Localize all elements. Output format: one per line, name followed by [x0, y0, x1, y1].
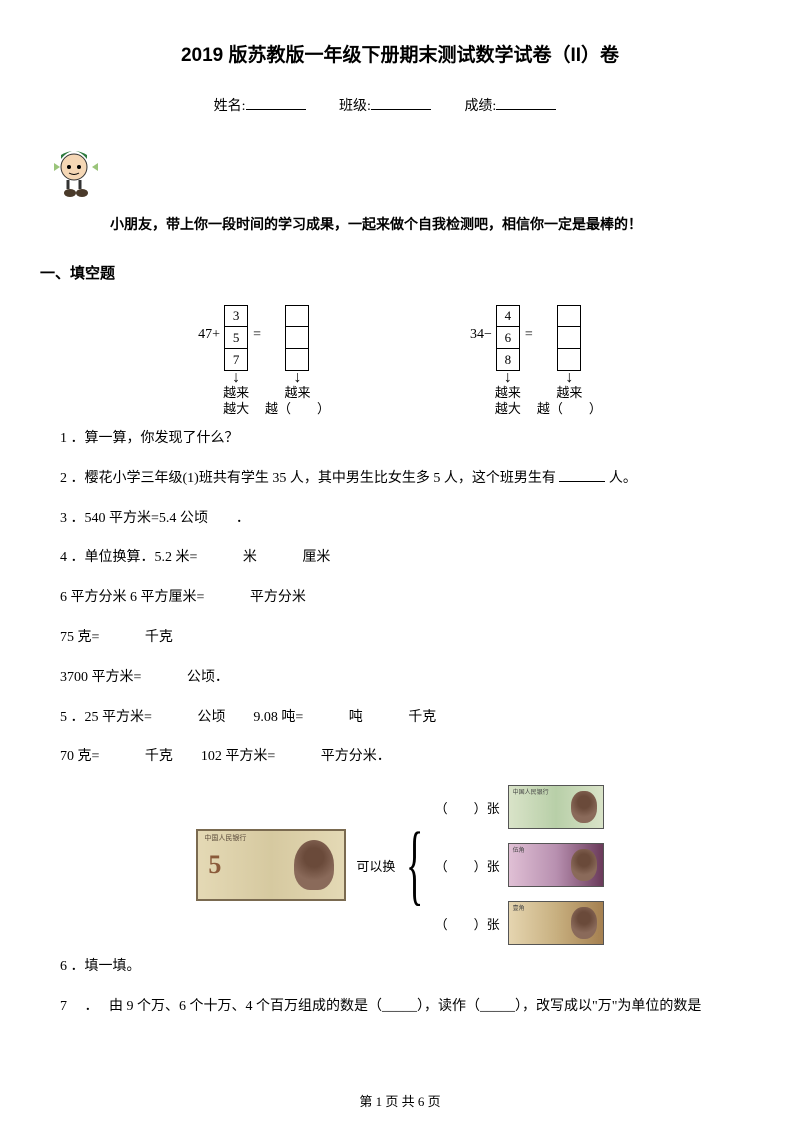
question-4a: 4 ．单位换算．5.2 米= 米 厘米: [60, 546, 740, 570]
note-row: （ ）张 伍角: [435, 843, 604, 887]
portrait-icon: [571, 907, 597, 939]
money-exchange-diagram: 中国人民银行 5 可以换 { （ ）张 中国人民银行 （ ）张 伍角 （ ）张 …: [60, 785, 740, 945]
calc-cell: 3: [224, 305, 248, 327]
col-label: 越来越大: [223, 385, 249, 417]
question-5b: 70 克= 千克 102 平方米= 平方分米．: [60, 745, 740, 769]
class-label: 班级:: [339, 99, 371, 114]
name-blank[interactable]: [246, 109, 306, 110]
score-label: 成绩:: [464, 99, 496, 114]
portrait-icon: [571, 849, 597, 881]
banknote-5yuan: 中国人民银行 5: [196, 829, 346, 901]
calc-cell: 8: [496, 349, 520, 371]
section-1-title: 一、填空题: [40, 262, 740, 283]
page-footer: 第 1 页 共 6 页: [0, 1091, 800, 1110]
instruction-text: 小朋友，带上你一段时间的学习成果，一起来做个自我检测吧，相信你一定是最棒的！: [60, 214, 740, 234]
fill-blank[interactable]: [559, 468, 605, 482]
small-notes-list: （ ）张 中国人民银行 （ ）张 伍角 （ ）张 壹角: [435, 785, 604, 945]
banknote-1jiao: 壹角: [508, 901, 604, 945]
question-4c: 75 克= 千克: [60, 626, 740, 650]
equals-sign: =: [253, 327, 261, 343]
banknote-2yuan: 中国人民银行: [508, 785, 604, 829]
note-row: （ ）张 壹角: [435, 901, 604, 945]
calc-cell: 4: [496, 305, 520, 327]
portrait-icon: [571, 791, 597, 823]
question-6: 6 ．填一填。: [60, 955, 740, 979]
banknote-text: 中国人民银行: [204, 833, 246, 843]
equals-sign: =: [525, 327, 533, 343]
col-label: 越来越（ ）: [537, 385, 602, 417]
arrow-down-icon: ↓: [232, 373, 240, 383]
name-label: 姓名:: [214, 99, 246, 114]
question-1: 1 ．算一算，你发现了什么？: [60, 427, 740, 451]
calc-cell: 7: [224, 349, 248, 371]
note-row: （ ）张 中国人民银行: [435, 785, 604, 829]
calc-blank-cell[interactable]: [285, 327, 309, 349]
col-label: 越来越大: [495, 385, 521, 417]
exchange-label: 可以换: [356, 856, 395, 875]
calc-blank-cell[interactable]: [557, 305, 581, 327]
score-blank[interactable]: [496, 109, 556, 110]
info-row: 姓名: 班级: 成绩:: [60, 95, 740, 115]
question-5a: 5 ．25 平方米= 公顷 9.08 吨= 吨 千克: [60, 706, 740, 730]
question-3: 3 ．540 平方米=5.4 公顷 ．: [60, 507, 740, 531]
calc-right-prefix: 34−: [470, 327, 492, 343]
calc-cell: 6: [496, 327, 520, 349]
calc-diagram: 47+ 3 5 7 ↓ 越来越大 = ↓ 越来越（ ） 34− 4 6 8 ↓ …: [60, 305, 740, 417]
zhang-label: （ ）张: [435, 856, 500, 875]
class-blank[interactable]: [371, 109, 431, 110]
calc-left: 47+ 3 5 7 ↓ 越来越大 = ↓ 越来越（ ）: [198, 305, 330, 417]
calc-blank-cell[interactable]: [285, 305, 309, 327]
zhang-label: （ ）张: [435, 914, 500, 933]
banknote-5jiao: 伍角: [508, 843, 604, 887]
col-label: 越来越（ ）: [265, 385, 330, 417]
bracket-icon: {: [406, 825, 423, 905]
calc-right: 34− 4 6 8 ↓ 越来越大 = ↓ 越来越（ ）: [470, 305, 602, 417]
question-2: 2 ．樱花小学三年级(1)班共有学生 35 人，其中男生比女生多 5 人，这个班…: [60, 467, 740, 491]
question-7: 7 ． 由 9 个万、6 个十万、4 个百万组成的数是（_____），读作（__…: [60, 995, 740, 1019]
calc-blank-cell[interactable]: [285, 349, 309, 371]
cartoon-icon: [52, 145, 100, 201]
portrait-icon: [294, 840, 334, 890]
arrow-down-icon: ↓: [293, 373, 301, 383]
arrow-down-icon: ↓: [504, 373, 512, 383]
arrow-down-icon: ↓: [565, 373, 573, 383]
calc-blank-cell[interactable]: [557, 349, 581, 371]
zhang-label: （ ）张: [435, 798, 500, 817]
banknote-denom: 5: [208, 850, 221, 880]
question-4b: 6 平方分米 6 平方厘米= 平方分米: [60, 586, 740, 610]
question-4d: 3700 平方米= 公顷．: [60, 666, 740, 690]
calc-cell: 5: [224, 327, 248, 349]
page-title: 2019 版苏教版一年级下册期末测试数学试卷（II）卷: [60, 40, 740, 67]
calc-left-prefix: 47+: [198, 327, 220, 343]
calc-blank-cell[interactable]: [557, 327, 581, 349]
